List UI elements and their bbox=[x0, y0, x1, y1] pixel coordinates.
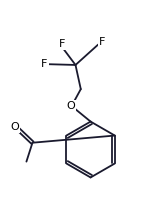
Text: F: F bbox=[99, 37, 105, 47]
Text: F: F bbox=[41, 59, 48, 69]
Text: O: O bbox=[67, 101, 75, 111]
Text: O: O bbox=[10, 122, 19, 132]
Text: F: F bbox=[59, 39, 65, 49]
